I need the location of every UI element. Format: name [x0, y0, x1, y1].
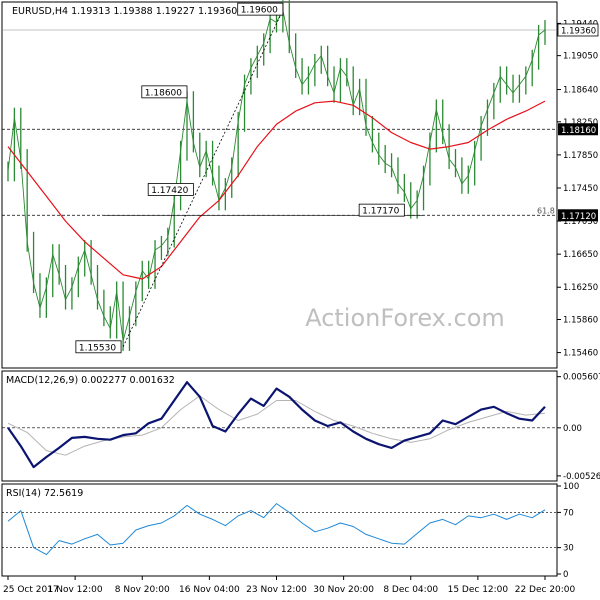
level-tag-bg: [558, 123, 598, 136]
x-tick-label: 23 Nov 12:00: [246, 585, 307, 595]
price-tick-label: 1.15460: [563, 349, 598, 359]
x-tick-label: 1 Nov 12:00: [48, 585, 103, 595]
annotation-box: [237, 2, 284, 16]
rsi-tick-label: 30: [563, 544, 574, 554]
annotation-label: 1.15530: [79, 343, 116, 353]
macd-line: [7, 381, 546, 469]
x-tick-label: 16 Nov 04:00: [179, 585, 240, 595]
macd-tick-label: 0.00: [563, 424, 582, 434]
current-price-tag: 1.19360: [561, 26, 596, 36]
rsi-tick-label: 70: [563, 508, 574, 518]
macd-y-axis: 0.005607 0.00 -0.005267: [557, 373, 600, 482]
level-tag-label: 1.18160: [561, 126, 596, 136]
price-tick-label: 1.16650: [563, 250, 598, 260]
annotation-box: [141, 85, 188, 99]
rsi-tick-label: 100: [563, 482, 579, 492]
x-tick-label: 8 Nov 20:00: [115, 585, 170, 595]
chart-header: EURUSD,H4 1.19313 1.19388 1.19227 1.1936…: [12, 6, 237, 17]
annotation-label: 1.17420: [151, 186, 188, 196]
rsi-line: [7, 503, 546, 556]
annotation-box: [147, 183, 194, 196]
macd-title: MACD(12,26,9) 0.002277 0.001632: [6, 375, 175, 386]
price-tick-label: 1.17850: [563, 151, 598, 161]
annotation-label: 1.17170: [362, 207, 399, 217]
x-tick-label: 8 Dec 04:00: [383, 585, 438, 595]
x-tick-label: 30 Nov 20:00: [313, 585, 374, 595]
macd-lines: [2, 381, 557, 469]
x-tick-label: 15 Dec 12:00: [448, 585, 509, 595]
annotation-box: [358, 203, 405, 217]
price-tick-label: 1.18250: [563, 118, 598, 128]
price-tick-label: 1.18640: [563, 86, 598, 96]
price-lines: [7, 0, 546, 351]
fib-label: 61.8: [537, 206, 555, 215]
price-line: [7, 9, 546, 342]
annotation-box: [75, 340, 122, 354]
macd-signal-line: [7, 395, 546, 456]
rsi-y-axis: 100 70 30 0: [557, 482, 579, 580]
annotation-label: 1.18600: [145, 88, 182, 98]
level-tag-bg: [558, 209, 598, 222]
x-tick-label: 25 Oct 2017: [3, 585, 59, 595]
rsi-lines: [2, 503, 557, 556]
rsi-title: RSI(14) 72.5619: [6, 488, 83, 499]
current-price-tag-bg: [557, 23, 599, 37]
macd-tick-label: -0.005267: [563, 472, 600, 482]
price-tick-label: 1.15860: [563, 316, 598, 326]
price-tick-label: 1.16250: [563, 283, 598, 293]
price-tick-label: 1.19050: [563, 52, 598, 62]
price-horizontal-levels: 1.18160 1.17120 61.8 1.19360: [2, 23, 599, 222]
x-tick-label: 22 Dec 20:00: [515, 585, 576, 595]
price-tick-label: 1.17050: [563, 217, 598, 227]
level-tag-label: 1.17120: [561, 212, 596, 222]
trend-line: [122, 9, 284, 347]
price-annotations: 1.19600 1.18600 1.17420 1.17170 1.15530: [75, 2, 405, 354]
price-tick-label: 1.17450: [563, 184, 598, 194]
price-y-axis: 1.194401.190501.186401.182501.178501.174…: [557, 19, 598, 359]
price-panel-frame: [1, 1, 558, 369]
moving-average-line: [7, 100, 546, 280]
watermark: ActionForex.com: [305, 304, 505, 332]
rsi-tick-label: 0: [563, 570, 568, 580]
macd-tick-label: 0.005607: [563, 373, 600, 383]
annotation-label: 1.19600: [241, 6, 278, 16]
rsi-panel-frame: [1, 483, 558, 577]
macd-panel-frame: [1, 370, 558, 482]
